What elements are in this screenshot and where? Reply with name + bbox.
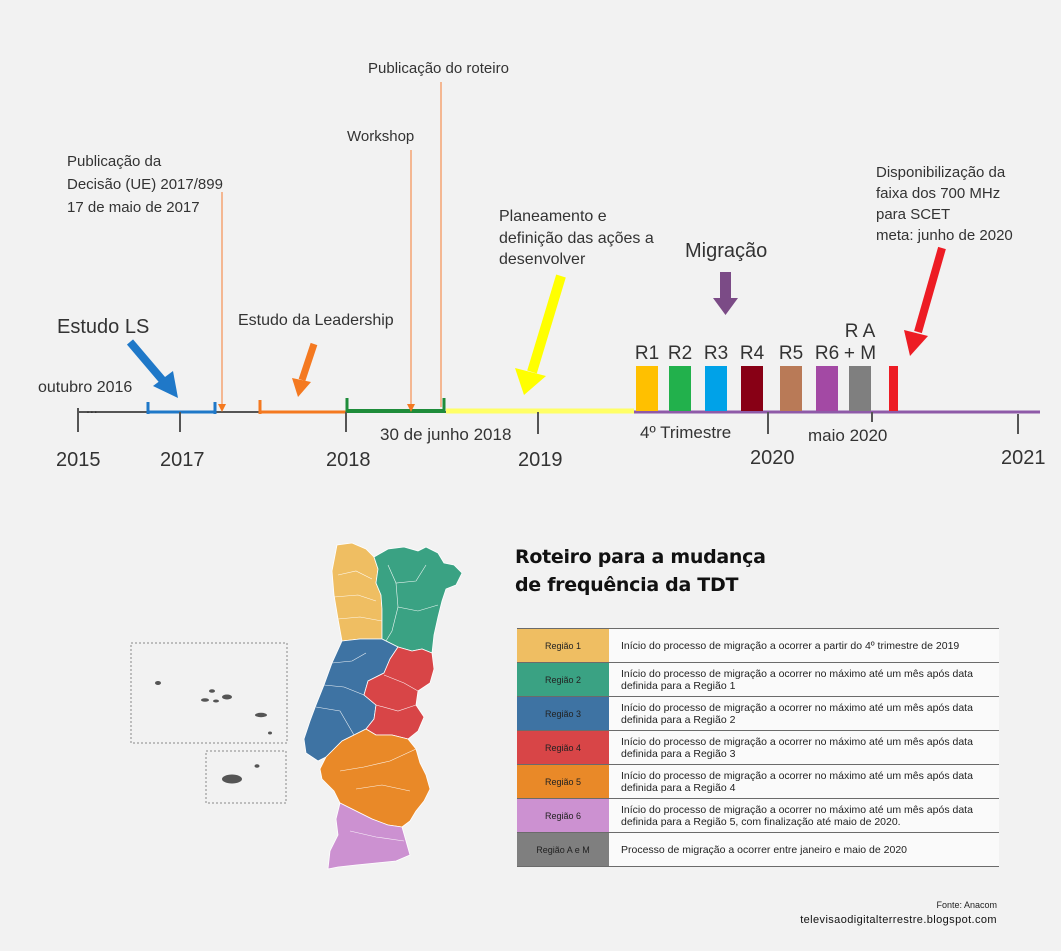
region-bar-7 [849,366,871,411]
label-disponibilizacao-2: faixa dos 700 MHz [876,185,1000,202]
arrow-migracao [720,272,731,300]
legend-region-swatch: Região 4 [517,730,609,765]
legend-region-swatch: Região 6 [517,798,609,833]
year-2020: 2020 [750,447,795,469]
axis-dots: ... [86,400,98,416]
label-migracao: Migração [685,240,767,262]
region-bar-label-5: R5 [779,343,803,364]
map-regiao-5 [319,728,431,828]
label-disponibilizacao-4: meta: junho de 2020 [876,227,1013,244]
portugal-map [130,542,463,870]
year-2017: 2017 [160,449,205,471]
arrow-estudo-ls [126,339,168,385]
label-estudo-ls: Estudo LS [57,316,149,338]
arrow-disponibilizacao [914,246,946,334]
year-2018: 2018 [326,449,371,471]
legend-region-description: Início do processo de migração a ocorrer… [609,798,999,833]
region-bar-label-7-2: + M [844,343,876,364]
legend-region-description: Processo de migração a ocorrer entre jan… [609,832,999,867]
legend-title: Roteiro para a mudança de frequência da … [515,543,815,599]
legend-row: Região 5 Início do processo de migração a… [517,764,999,799]
label-publicacao-decisao-3: 17 de maio de 2017 [67,199,200,216]
label-disponibilizacao-1: Disponibilização da [876,164,1006,181]
legend-region-swatch: Região A e M [517,832,609,867]
map-regiao-6 [327,802,411,870]
year-2021: 2021 [1001,447,1046,469]
label-publicacao-decisao-2: Decisão (UE) 2017/899 [67,176,223,193]
legend-region-description: Início do processo de migração a ocorrer… [609,764,999,799]
year-2015: 2015 [56,449,101,471]
region-bar-label-3: R3 [704,343,728,364]
legend-row: Região 6 Início do processo de migração a… [517,798,999,833]
region-bar-6 [816,366,838,411]
region-bar-8 [889,366,898,411]
legend-region-swatch: Região 5 [517,764,609,799]
legend-region-description: Início do processo de migração a ocorrer… [609,628,999,663]
label-outubro-2016: outubro 2016 [38,379,132,396]
label-planeamento-3: desenvolver [499,251,586,268]
label-junho-2018: 30 de junho 2018 [380,425,511,444]
label-publicacao-roteiro: Publicação do roteiro [368,60,509,77]
region-bar-5 [780,366,802,411]
region-bars: R1 R2 R3 R4 R5 R6 R A+ M [635,321,898,411]
map-regiao-2 [373,546,463,654]
legend-region-description: Início do processo de migração a ocorrer… [609,662,999,697]
legend-region-swatch: Região 2 [517,662,609,697]
label-4-trimestre: 4º Trimestre [640,423,731,442]
region-bar-label-4: R4 [740,343,765,364]
map-internal-borders [315,564,439,842]
legend-region-description: Início do processo de migração a ocorrer… [609,730,999,765]
azores-islands [155,681,272,735]
legend-region-swatch: Região 1 [517,628,609,663]
label-planeamento-1: Planeamento e [499,208,607,225]
region-bar-label-6: R6 [815,343,839,364]
region-bar-4 [741,366,763,411]
legend-title-line-1: Roteiro para a mudança [515,546,766,568]
legend-row: Região 1 Início do processo de migração a… [517,628,999,663]
legend-region-swatch: Região 3 [517,696,609,731]
madeira-inset [205,750,287,804]
legend-row: Região 2 Início do processo de migração a… [517,662,999,697]
region-bar-label-2: R2 [668,343,692,364]
label-disponibilizacao-3: para SCET [876,206,950,223]
region-bar-label-1: R1 [635,343,659,364]
timeline: ... 2015 2017 2018 2019 2020 2021 Estudo… [38,60,1046,471]
label-workshop: Workshop [347,128,414,145]
region-bar-label-7-1: R A [845,321,876,342]
label-maio-2020: maio 2020 [808,426,887,445]
legend-row: Região 4 Início do processo de migração a… [517,730,999,765]
legend-table: Região 1 Início do processo de migração a… [517,628,999,867]
legend-row: Região A e M Processo de migração a ocorr… [517,832,999,867]
arrow-estudo-leadership [298,342,318,382]
label-planeamento-2: definição das ações a [499,230,654,247]
label-publicacao-decisao-1: Publicação da [67,153,162,170]
year-2019: 2019 [518,449,563,471]
madeira-islands [222,764,260,784]
site-url: televisaodigitalterrestre.blogspot.com [800,914,997,926]
legend-row: Região 3 Início do processo de migração a… [517,696,999,731]
region-bar-3 [705,366,727,411]
source-credit: Fonte: Anacom [936,900,997,910]
label-estudo-leadership: Estudo da Leadership [238,312,394,329]
arrow-planeamento [527,274,566,374]
region-bar-2 [669,366,691,411]
legend-region-description: Início do processo de migração a ocorrer… [609,696,999,731]
region-bar-1 [636,366,658,411]
azores-inset [130,642,288,744]
legend-title-line-2: de frequência da TDT [515,574,739,596]
